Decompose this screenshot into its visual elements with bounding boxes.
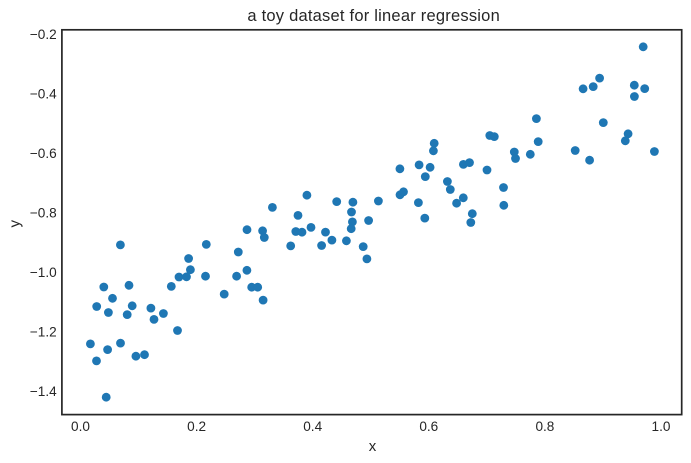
- svg-text:1.0: 1.0: [652, 419, 671, 434]
- svg-text:−0.2: −0.2: [30, 27, 57, 42]
- svg-text:y: y: [7, 220, 24, 228]
- svg-text:0.6: 0.6: [419, 419, 438, 434]
- svg-text:−0.4: −0.4: [30, 87, 57, 102]
- svg-text:0.8: 0.8: [535, 419, 554, 434]
- svg-text:−0.6: −0.6: [30, 146, 57, 161]
- svg-text:−1.4: −1.4: [30, 384, 57, 399]
- svg-text:a toy dataset for linear regre: a toy dataset for linear regression: [247, 7, 500, 25]
- svg-text:−1.2: −1.2: [30, 325, 57, 340]
- svg-text:x: x: [369, 438, 377, 455]
- svg-text:0.4: 0.4: [303, 419, 322, 434]
- svg-text:−1.0: −1.0: [30, 265, 57, 280]
- svg-text:0.2: 0.2: [187, 419, 206, 434]
- svg-text:−0.8: −0.8: [30, 206, 57, 221]
- svg-text:0.0: 0.0: [71, 419, 90, 434]
